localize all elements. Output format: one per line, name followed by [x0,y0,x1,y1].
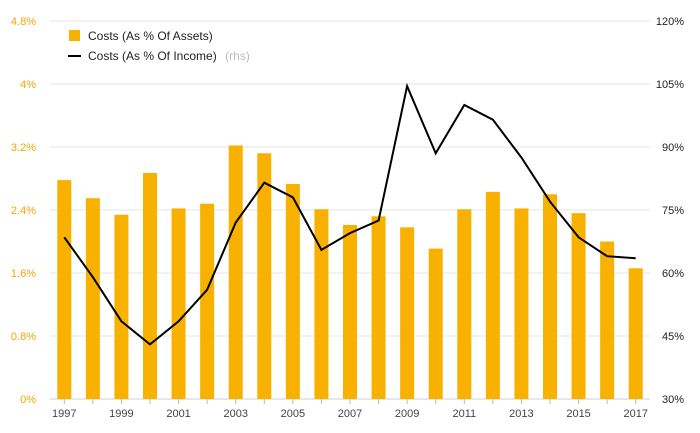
legend-note-rhs: (rhs) [225,49,250,63]
y-right-tick-label: 30% [662,394,684,406]
x-tick-label: 2011 [452,408,476,420]
legend-label-assets: Costs (As % Of Assets) [88,29,213,43]
bar-2004 [257,153,272,399]
bar-1998 [85,198,100,399]
bar-2017 [628,268,643,399]
bar-1999 [114,214,129,399]
y-left-tick-label: 1.6% [11,268,36,280]
bar-2001 [171,208,186,399]
x-tick-label: 2015 [566,408,590,420]
bar-series-costs-assets [57,145,643,399]
line-series-costs-income [63,82,636,346]
x-tick-label: 2001 [166,408,190,420]
x-tick-label: 1997 [52,408,76,420]
y-right-tick-label: 90% [662,142,684,154]
bar-2016 [600,241,615,399]
x-tick-label: 2003 [223,408,247,420]
x-tick-label: 1999 [109,408,133,420]
bar-2007 [343,224,357,399]
bar-2000 [143,172,157,399]
bar-2002 [200,203,215,399]
x-tick-label: 2013 [509,408,533,420]
bar-2008 [371,216,386,399]
bar-2012 [485,191,500,399]
y-right-tick-label: 45% [662,331,684,343]
bar-2005 [285,184,300,399]
x-tick-label: 2009 [395,408,419,420]
bar-2003 [228,145,243,399]
legend-label-income: Costs (As % Of Income) [88,49,217,63]
y-right-tick-label: 75% [662,205,684,217]
y-left-tick-label: 3.2% [11,142,36,154]
axes: 0% 0.8% 1.6% 2.4% 3.2% 4% 4.8% 30% 45% 60% 75% 90% 1… [11,16,684,420]
y-right-tick-label: 60% [662,268,684,280]
legend-swatch-assets [69,30,80,41]
line-costs-income [63,82,636,346]
y-left-tick-label: 0.8% [11,331,36,343]
y-left-tick-label: 0% [20,394,36,406]
bar-2006 [314,209,329,399]
legend: Costs (As % Of Assets) Costs (As % Of In… [68,29,250,64]
bar-2014 [543,194,557,399]
x-tick-label: 2007 [338,408,362,420]
bar-2015 [571,213,586,399]
bar-2013 [514,208,529,399]
y-right-tick-label: 105% [656,79,684,91]
bar-1997 [57,180,72,399]
y-right-tick-label: 120% [656,16,684,28]
bar-2009 [400,227,415,399]
legend-label-income-group: Costs (As % Of Income) (rhs) [88,47,250,64]
bar-2011 [457,209,472,399]
x-tick-label: 2017 [623,408,647,420]
y-left-tick-label: 2.4% [11,205,36,217]
y-left-tick-label: 4% [20,79,36,91]
bar-2010 [428,248,443,399]
x-tick-label: 2005 [281,408,305,420]
y-left-tick-label: 4.8% [11,16,36,28]
